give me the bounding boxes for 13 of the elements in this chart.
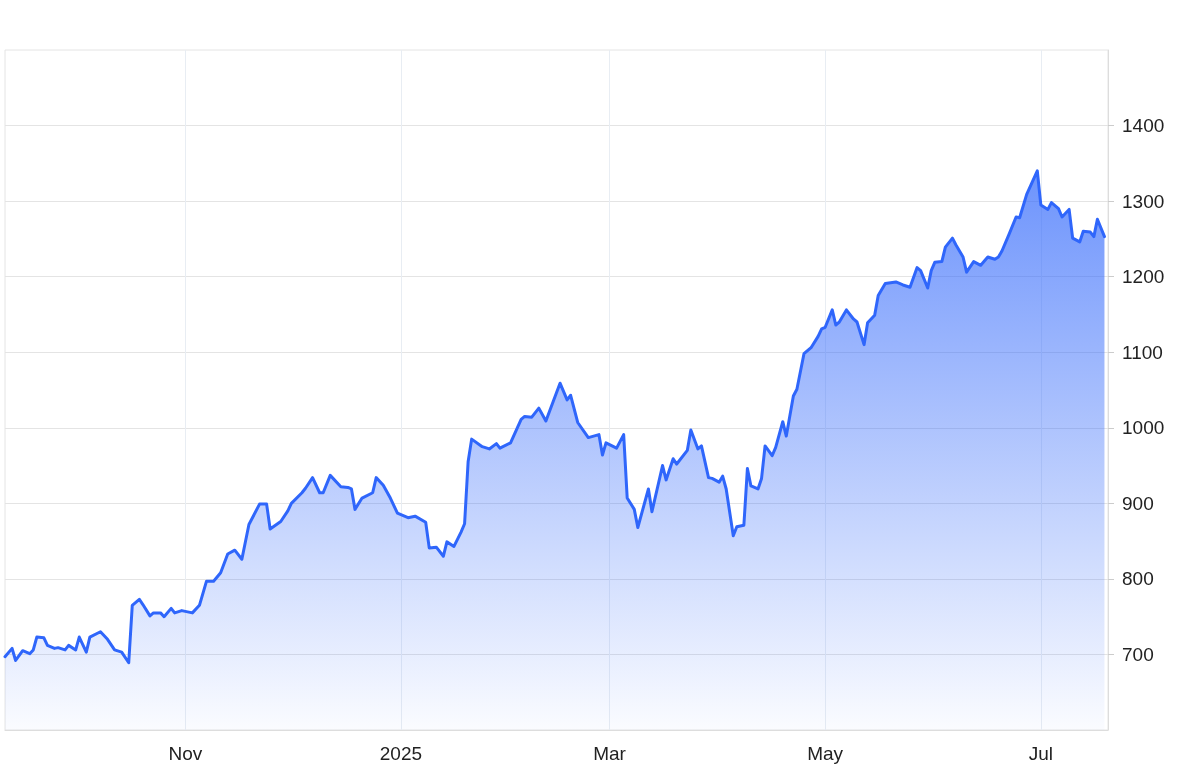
y-tick-label: 1100 <box>1122 341 1163 363</box>
y-tick-label: 1000 <box>1122 417 1165 439</box>
y-tick-label: 1300 <box>1122 190 1165 212</box>
y-tick-label: 700 <box>1122 643 1154 665</box>
x-tick-label: Nov <box>168 743 203 764</box>
x-tick-label: Jul <box>1028 743 1053 764</box>
y-tick-label: 900 <box>1122 492 1154 514</box>
x-tick-label: Mar <box>593 743 627 764</box>
y-tick-label: 1400 <box>1122 115 1165 137</box>
y-tick-label: 800 <box>1122 568 1154 590</box>
x-tick-label: May <box>807 743 844 764</box>
x-tick-label: 2025 <box>379 743 423 764</box>
y-tick-label: 1200 <box>1122 266 1165 288</box>
